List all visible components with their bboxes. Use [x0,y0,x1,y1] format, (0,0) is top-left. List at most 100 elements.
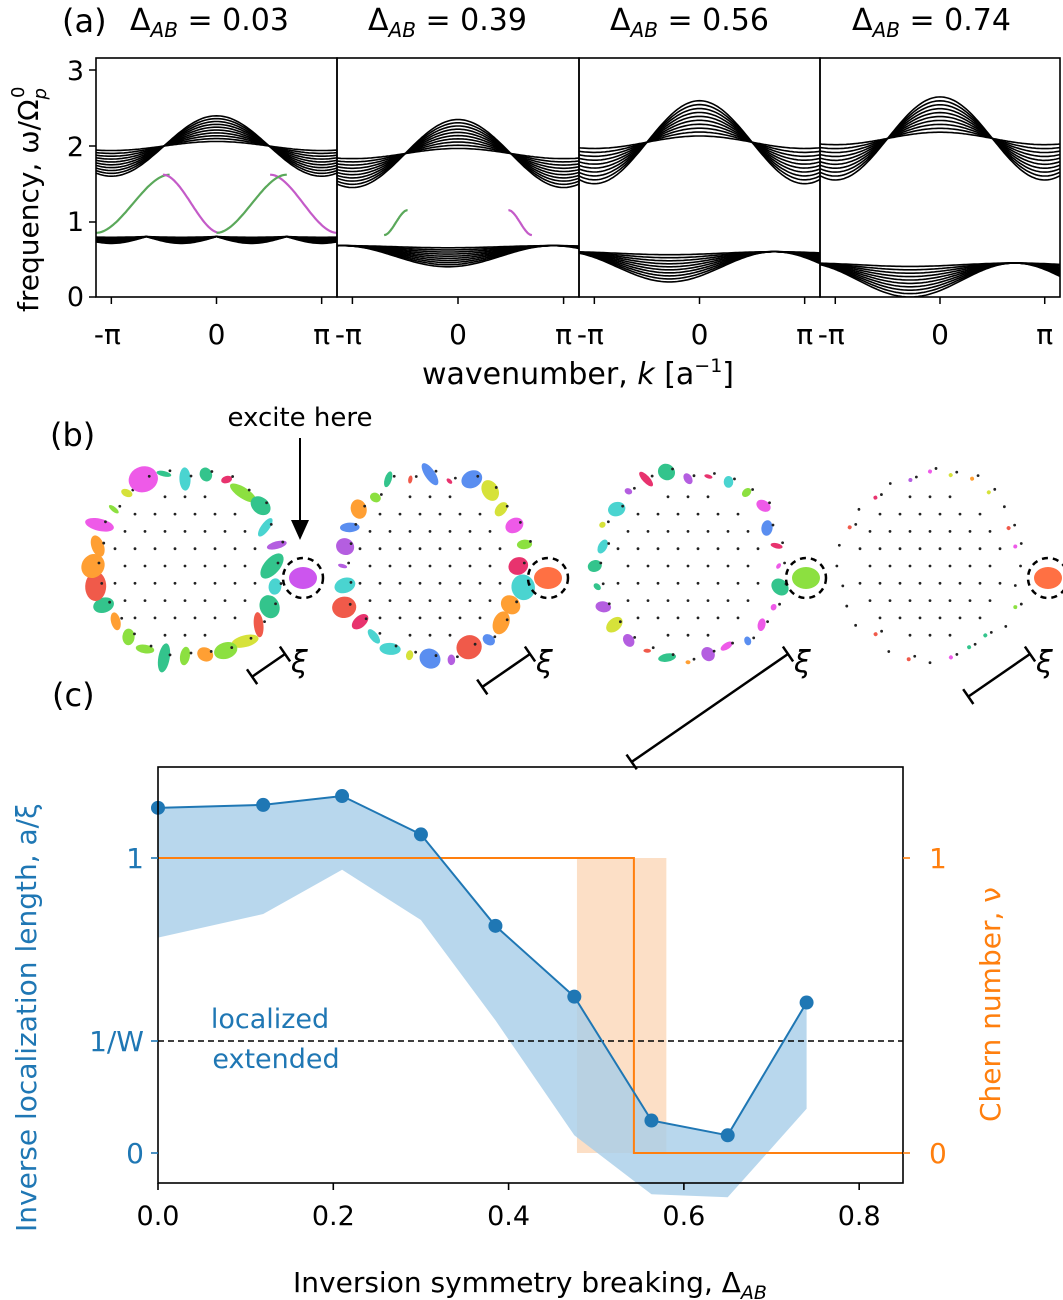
upper-band-10 [337,118,579,189]
edge-mode-amplitude [367,629,381,644]
upper-band-2 [820,127,1060,150]
upper-band-6 [820,111,1060,166]
lattice-site [428,599,432,602]
lattice-site [656,547,660,551]
lattice-site [468,530,472,533]
xi-bar-cap [245,668,259,685]
excitation-circle [526,556,570,600]
upper-band-9 [820,99,1060,177]
xtick-label: 0 [449,318,467,351]
lattice-site [378,512,382,516]
lattice-site [418,581,422,585]
edge-mode-amplitude [379,642,401,655]
band-subplot-frame-4 [819,57,1061,298]
edge-mode-amplitude [85,517,114,532]
lattice-site [113,547,117,551]
right-tick-label: 1 [929,842,947,875]
lattice-site [955,470,959,474]
edge-mode-amplitude [500,595,521,615]
upper-band-5 [579,119,820,165]
lattice-site [223,564,227,568]
edge-mode-amplitude [481,480,500,501]
xi-bar [481,652,531,688]
edge-mode-amplitude [179,467,191,491]
lattice-site [209,650,213,653]
lattice-site [104,520,107,524]
xi-bar-cap [523,645,537,663]
lattice-site [746,599,750,602]
lattice-site [616,547,620,551]
excitation-circle [784,556,828,600]
edge-mode-amplitude [639,471,654,487]
upper-band-1 [96,140,337,152]
lattice-site [428,530,432,533]
excite-arrow-head [291,520,309,540]
lattice-site [448,599,452,602]
edge-mode-amplitude [128,466,158,493]
lattice-site [726,564,730,568]
edge-mode-amplitude [135,644,155,654]
lattice-site [147,474,151,478]
excited-mode [534,567,562,589]
xtick-label: π [1036,318,1053,351]
edge-mode-amplitude [608,501,626,517]
lattice-site [898,581,902,585]
lattice-site [123,599,127,602]
lattice-site [968,530,972,533]
edge-state-green-2 [216,173,287,234]
lattice-site [123,564,127,568]
upper-band-8 [337,125,579,182]
lattice-site [478,616,482,620]
upper-band-10 [96,114,337,177]
lattice-site [249,636,253,640]
lattice-site [518,520,522,524]
lattice-site [243,530,247,533]
upper-band-7 [96,123,337,169]
lattice-site [887,650,891,653]
edge-mode-amplitude [948,473,953,478]
edge-mode-amplitude [771,578,789,596]
lattice-site [515,600,519,604]
edge-mode-amplitude [179,646,191,666]
lattice-site [108,600,112,604]
lower-band-10 [820,262,1060,297]
lattice-site [1002,505,1006,509]
lattice-site [636,616,640,620]
lattice-site [633,635,637,639]
xtick-label: -π [94,318,121,351]
lattice-site [948,495,952,499]
lattice-site [203,530,207,533]
lattice-site [948,530,952,533]
lattice-site [233,547,237,551]
x-tick-label: 0.0 [137,1201,180,1232]
lattice-site [193,547,197,551]
lattice-site [934,467,938,470]
lattice-site [878,547,882,551]
lattice-site [636,512,640,516]
subplot-title-4: ΔAB = 0.74 [852,3,1011,42]
lattice-site [488,530,492,533]
band-structure-plots [95,57,1061,304]
lattice-site [713,472,716,475]
upper-band-5 [820,115,1060,162]
lattice-site [233,581,237,585]
lattice-site [928,564,932,568]
lattice-site [733,477,736,481]
edge-state-magenta-2 [270,173,337,234]
lattice-site [716,512,720,516]
upper-band-10 [579,99,820,185]
edge-mode-amplitude [906,657,911,662]
panel-c-left-ylabel: Inverse localization length, a/ξ [10,803,43,1232]
xtick-label: π [313,318,330,351]
edge-mode-amplitude [595,601,612,613]
edge-mode-amplitude [447,654,456,666]
lattice-site [434,654,438,657]
upper-band-1 [820,131,1060,146]
xtick-label: 0 [931,318,949,351]
lattice-site [388,599,392,602]
lattice-site [281,540,285,544]
lattice-site [388,564,392,568]
lattice-site [448,564,452,568]
lattice-site [438,547,442,551]
